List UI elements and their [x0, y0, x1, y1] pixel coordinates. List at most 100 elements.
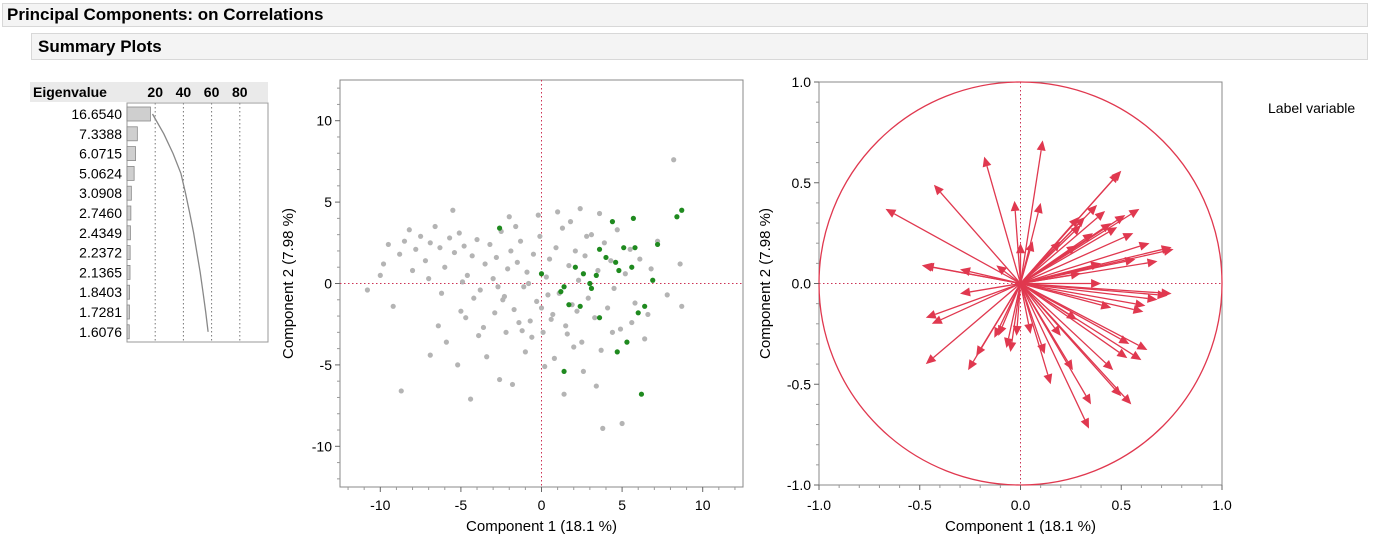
report-title[interactable]: Principal Components: on Correlations	[2, 3, 1368, 27]
score-point-grey	[443, 339, 449, 345]
score-point-green	[621, 245, 627, 251]
score-point-grey	[671, 157, 677, 163]
score-point-grey	[385, 241, 391, 248]
eigen-bar	[126, 106, 151, 122]
score-point-grey	[409, 267, 416, 274]
score-point-grey	[484, 354, 490, 360]
score-point-green	[561, 284, 567, 290]
score-point-grey	[461, 243, 467, 249]
loading-arrowhead	[1070, 225, 1081, 236]
score-point-grey	[477, 287, 483, 293]
score-point-grey	[458, 308, 464, 314]
loading-arrow	[1020, 265, 1092, 285]
score-x-axis-label: Component 1 (18.1 %)	[466, 518, 617, 535]
score-point-grey	[611, 285, 617, 291]
score-point-grey	[679, 303, 685, 309]
eigen-bar	[126, 165, 135, 181]
score-point-grey	[622, 271, 628, 277]
score-point-grey	[398, 388, 404, 394]
score-y-tick-label: 5	[324, 194, 332, 210]
score-point-green	[616, 267, 622, 274]
score-point-green	[613, 259, 619, 265]
score-point-green	[630, 215, 636, 221]
eigen-bar	[126, 225, 131, 241]
score-point-grey	[406, 227, 412, 233]
score-point-green	[566, 302, 572, 308]
score-point-grey	[451, 249, 458, 256]
loading-arrow	[1019, 283, 1086, 420]
loading-arrowhead	[1106, 227, 1118, 236]
loading-y-tick-label: -0.5	[787, 376, 811, 392]
score-point-grey	[526, 280, 532, 287]
score-point-grey	[542, 363, 548, 370]
score-point-grey	[426, 276, 432, 282]
score-point-grey	[487, 241, 493, 248]
score-point-grey	[609, 329, 616, 335]
score-point-grey	[548, 316, 554, 322]
loading-arrowhead	[1007, 341, 1017, 352]
loading-arrowhead	[1118, 335, 1130, 344]
loading-arrowhead	[1146, 258, 1158, 268]
score-point-green	[624, 339, 630, 345]
loading-arrow	[1019, 212, 1039, 284]
score-point-grey	[459, 279, 466, 285]
loading-arrow	[980, 283, 1022, 348]
score-point-grey	[601, 240, 607, 246]
loading-arrow	[1020, 223, 1079, 284]
loading-arrowhead	[1086, 204, 1098, 216]
score-point-green	[580, 271, 587, 277]
eigen-bar	[126, 284, 130, 300]
score-point-grey	[580, 368, 587, 375]
score-point-green	[603, 254, 609, 261]
score-point-grey	[490, 276, 496, 282]
score-point-grey	[482, 261, 488, 267]
loading-arrowhead	[998, 324, 1007, 336]
score-point-grey	[637, 256, 643, 262]
score-point-grey	[432, 223, 438, 230]
loading-arrowhead	[996, 265, 1007, 275]
score-point-grey	[645, 311, 651, 318]
score-point-grey	[471, 295, 477, 301]
score-point-grey	[584, 233, 590, 239]
score-point-grey	[540, 329, 546, 335]
loading-arrow	[969, 282, 1021, 293]
loading-arrowhead	[1136, 341, 1148, 350]
loading-arrowhead	[1100, 223, 1112, 233]
loading-arrowhead	[1111, 385, 1122, 397]
eigen-tick-label: 80	[232, 84, 248, 100]
loading-arrow	[1020, 216, 1098, 284]
score-point-grey	[593, 383, 599, 389]
loading-arrow	[939, 191, 1021, 284]
eigen-bar	[126, 185, 132, 201]
eigen-bar	[126, 205, 132, 221]
loading-arrowhead	[960, 267, 971, 276]
summary-plots-outline[interactable]: Summary Plots	[31, 33, 1368, 60]
loading-x-tick-label: 0.0	[1011, 497, 1031, 513]
loading-arrowhead	[931, 315, 943, 324]
loading-arrowhead	[1043, 373, 1053, 385]
loading-arrowhead	[1138, 241, 1150, 251]
loading-arrow	[1020, 282, 1136, 305]
score-point-grey	[534, 298, 540, 305]
loading-arrowhead	[1130, 350, 1142, 361]
score-point-grey	[530, 251, 537, 257]
score-point-grey	[608, 258, 614, 264]
score-point-green	[561, 368, 567, 375]
score-point-grey	[480, 324, 487, 331]
loading-x-tick-label: -1.0	[807, 497, 831, 513]
score-point-grey	[546, 256, 553, 262]
loading-arrowhead	[1082, 393, 1091, 405]
score-x-tick-label: -5	[455, 497, 468, 513]
score-point-grey	[664, 292, 670, 298]
loading-arrowhead	[925, 354, 937, 365]
loading-arrowhead	[1012, 325, 1022, 336]
eigen-value-label: 1.8403	[79, 284, 122, 300]
score-point-grey	[629, 319, 635, 326]
score-point-grey	[438, 290, 445, 296]
loading-arrow	[1020, 245, 1141, 285]
score-point-grey	[551, 355, 557, 361]
score-point-green	[674, 214, 680, 220]
loading-arrow	[1016, 283, 1022, 326]
score-point-grey	[521, 284, 527, 290]
